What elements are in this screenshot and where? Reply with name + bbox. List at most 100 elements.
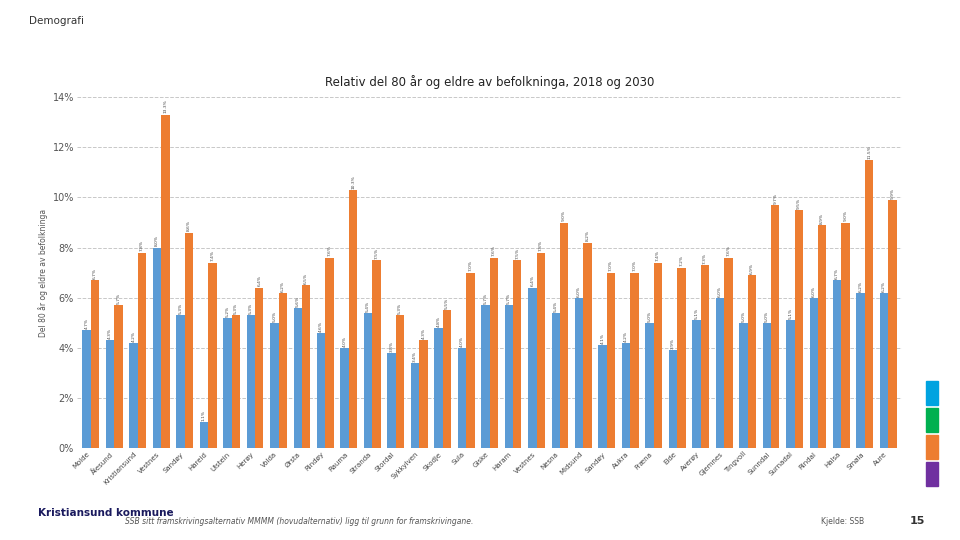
Text: 8.6%: 8.6% <box>187 220 191 231</box>
Bar <box>467 273 474 448</box>
Title: Relativ del 80 år og eldre av befolkninga, 2018 og 2030: Relativ del 80 år og eldre av befolkning… <box>324 75 655 89</box>
Bar <box>255 288 263 448</box>
Bar <box>302 285 310 448</box>
Text: 4.2%: 4.2% <box>624 330 628 342</box>
Text: 7.8%: 7.8% <box>140 240 144 252</box>
Text: 6.2%: 6.2% <box>280 280 285 292</box>
Bar <box>622 343 631 448</box>
Text: 9.0%: 9.0% <box>844 210 848 221</box>
Text: 8.9%: 8.9% <box>820 213 825 224</box>
Bar <box>560 222 568 448</box>
Bar <box>247 315 255 448</box>
Text: 7.5%: 7.5% <box>374 248 378 259</box>
Bar <box>208 262 217 448</box>
Bar <box>490 258 498 448</box>
Text: 10.3%: 10.3% <box>351 175 355 188</box>
Text: 6.7%: 6.7% <box>835 268 839 279</box>
Text: 7.0%: 7.0% <box>468 260 472 272</box>
Text: 5.0%: 5.0% <box>765 310 769 322</box>
Text: 3.4%: 3.4% <box>413 350 417 362</box>
Text: 5.5%: 5.5% <box>444 298 449 309</box>
Bar <box>513 260 521 448</box>
Text: 6.4%: 6.4% <box>530 275 535 287</box>
Text: 8.0%: 8.0% <box>155 235 159 246</box>
Bar <box>809 298 818 448</box>
Bar <box>83 330 91 448</box>
Text: 9.9%: 9.9% <box>891 188 895 199</box>
Bar <box>856 293 865 448</box>
Bar <box>841 222 850 448</box>
Text: SSB sitt framskrivingsalternativ MMMM (hovudalternativ) ligg til grunn for frams: SSB sitt framskrivingsalternativ MMMM (h… <box>125 517 473 526</box>
Text: 7.8%: 7.8% <box>539 240 542 252</box>
Bar <box>411 363 420 448</box>
Text: 5.1%: 5.1% <box>694 308 699 319</box>
Bar <box>348 190 357 448</box>
Text: 6.0%: 6.0% <box>577 286 581 296</box>
Bar <box>177 315 184 448</box>
Bar <box>114 305 123 448</box>
Text: 4.2%: 4.2% <box>132 330 135 342</box>
Text: 6.5%: 6.5% <box>304 273 308 284</box>
Bar <box>771 205 780 448</box>
Text: 7.0%: 7.0% <box>609 260 613 272</box>
Text: 5.3%: 5.3% <box>234 303 238 314</box>
Bar <box>795 210 803 448</box>
Text: 7.4%: 7.4% <box>656 251 660 261</box>
Text: 5.2%: 5.2% <box>226 306 229 316</box>
Text: 4.7%: 4.7% <box>84 318 88 329</box>
Text: 9.7%: 9.7% <box>773 193 778 204</box>
Text: 8.2%: 8.2% <box>586 231 589 241</box>
Bar <box>598 346 607 448</box>
Text: Demografi: Demografi <box>29 16 84 26</box>
Text: 4.6%: 4.6% <box>319 321 324 332</box>
Bar <box>607 273 615 448</box>
Text: Kjelde: SSB: Kjelde: SSB <box>821 517 864 526</box>
Text: 5.0%: 5.0% <box>648 310 652 322</box>
Bar <box>434 328 443 448</box>
Text: 7.2%: 7.2% <box>680 255 684 266</box>
Bar <box>91 280 99 448</box>
Bar <box>880 293 888 448</box>
Text: 5.1%: 5.1% <box>788 308 792 319</box>
Bar <box>481 305 490 448</box>
Bar <box>724 258 732 448</box>
Text: 5.0%: 5.0% <box>273 310 276 322</box>
Bar <box>387 353 396 448</box>
Bar <box>270 323 278 448</box>
Text: 6.2%: 6.2% <box>858 280 863 292</box>
Bar <box>341 348 348 448</box>
Text: 4.8%: 4.8% <box>437 315 441 327</box>
Text: 4.3%: 4.3% <box>108 328 112 339</box>
Bar <box>748 275 756 448</box>
Bar <box>443 310 451 448</box>
Text: 9.5%: 9.5% <box>797 198 801 209</box>
Bar <box>458 348 467 448</box>
Text: 6.2%: 6.2% <box>882 280 886 292</box>
Bar <box>278 293 287 448</box>
Bar <box>106 340 114 448</box>
Bar <box>138 253 146 448</box>
Bar <box>692 320 701 448</box>
Text: 13.3%: 13.3% <box>163 100 167 113</box>
Bar <box>223 318 231 448</box>
Bar <box>396 315 404 448</box>
Bar <box>200 422 208 448</box>
Text: 3.9%: 3.9% <box>671 338 675 349</box>
Text: 5.4%: 5.4% <box>366 300 371 312</box>
Text: 7.6%: 7.6% <box>327 245 331 256</box>
Text: 5.7%: 5.7% <box>507 293 511 304</box>
Bar <box>584 242 592 448</box>
Bar <box>364 313 372 448</box>
Bar <box>833 280 841 448</box>
Text: 7.5%: 7.5% <box>516 248 519 259</box>
Bar <box>505 305 513 448</box>
Bar <box>294 308 302 448</box>
Bar <box>420 340 428 448</box>
Bar <box>739 323 748 448</box>
Text: 5.6%: 5.6% <box>296 295 300 307</box>
Text: 5.3%: 5.3% <box>179 303 182 314</box>
Bar <box>654 262 662 448</box>
Text: 15: 15 <box>910 516 925 526</box>
Text: 5.3%: 5.3% <box>249 303 252 314</box>
Bar <box>325 258 334 448</box>
